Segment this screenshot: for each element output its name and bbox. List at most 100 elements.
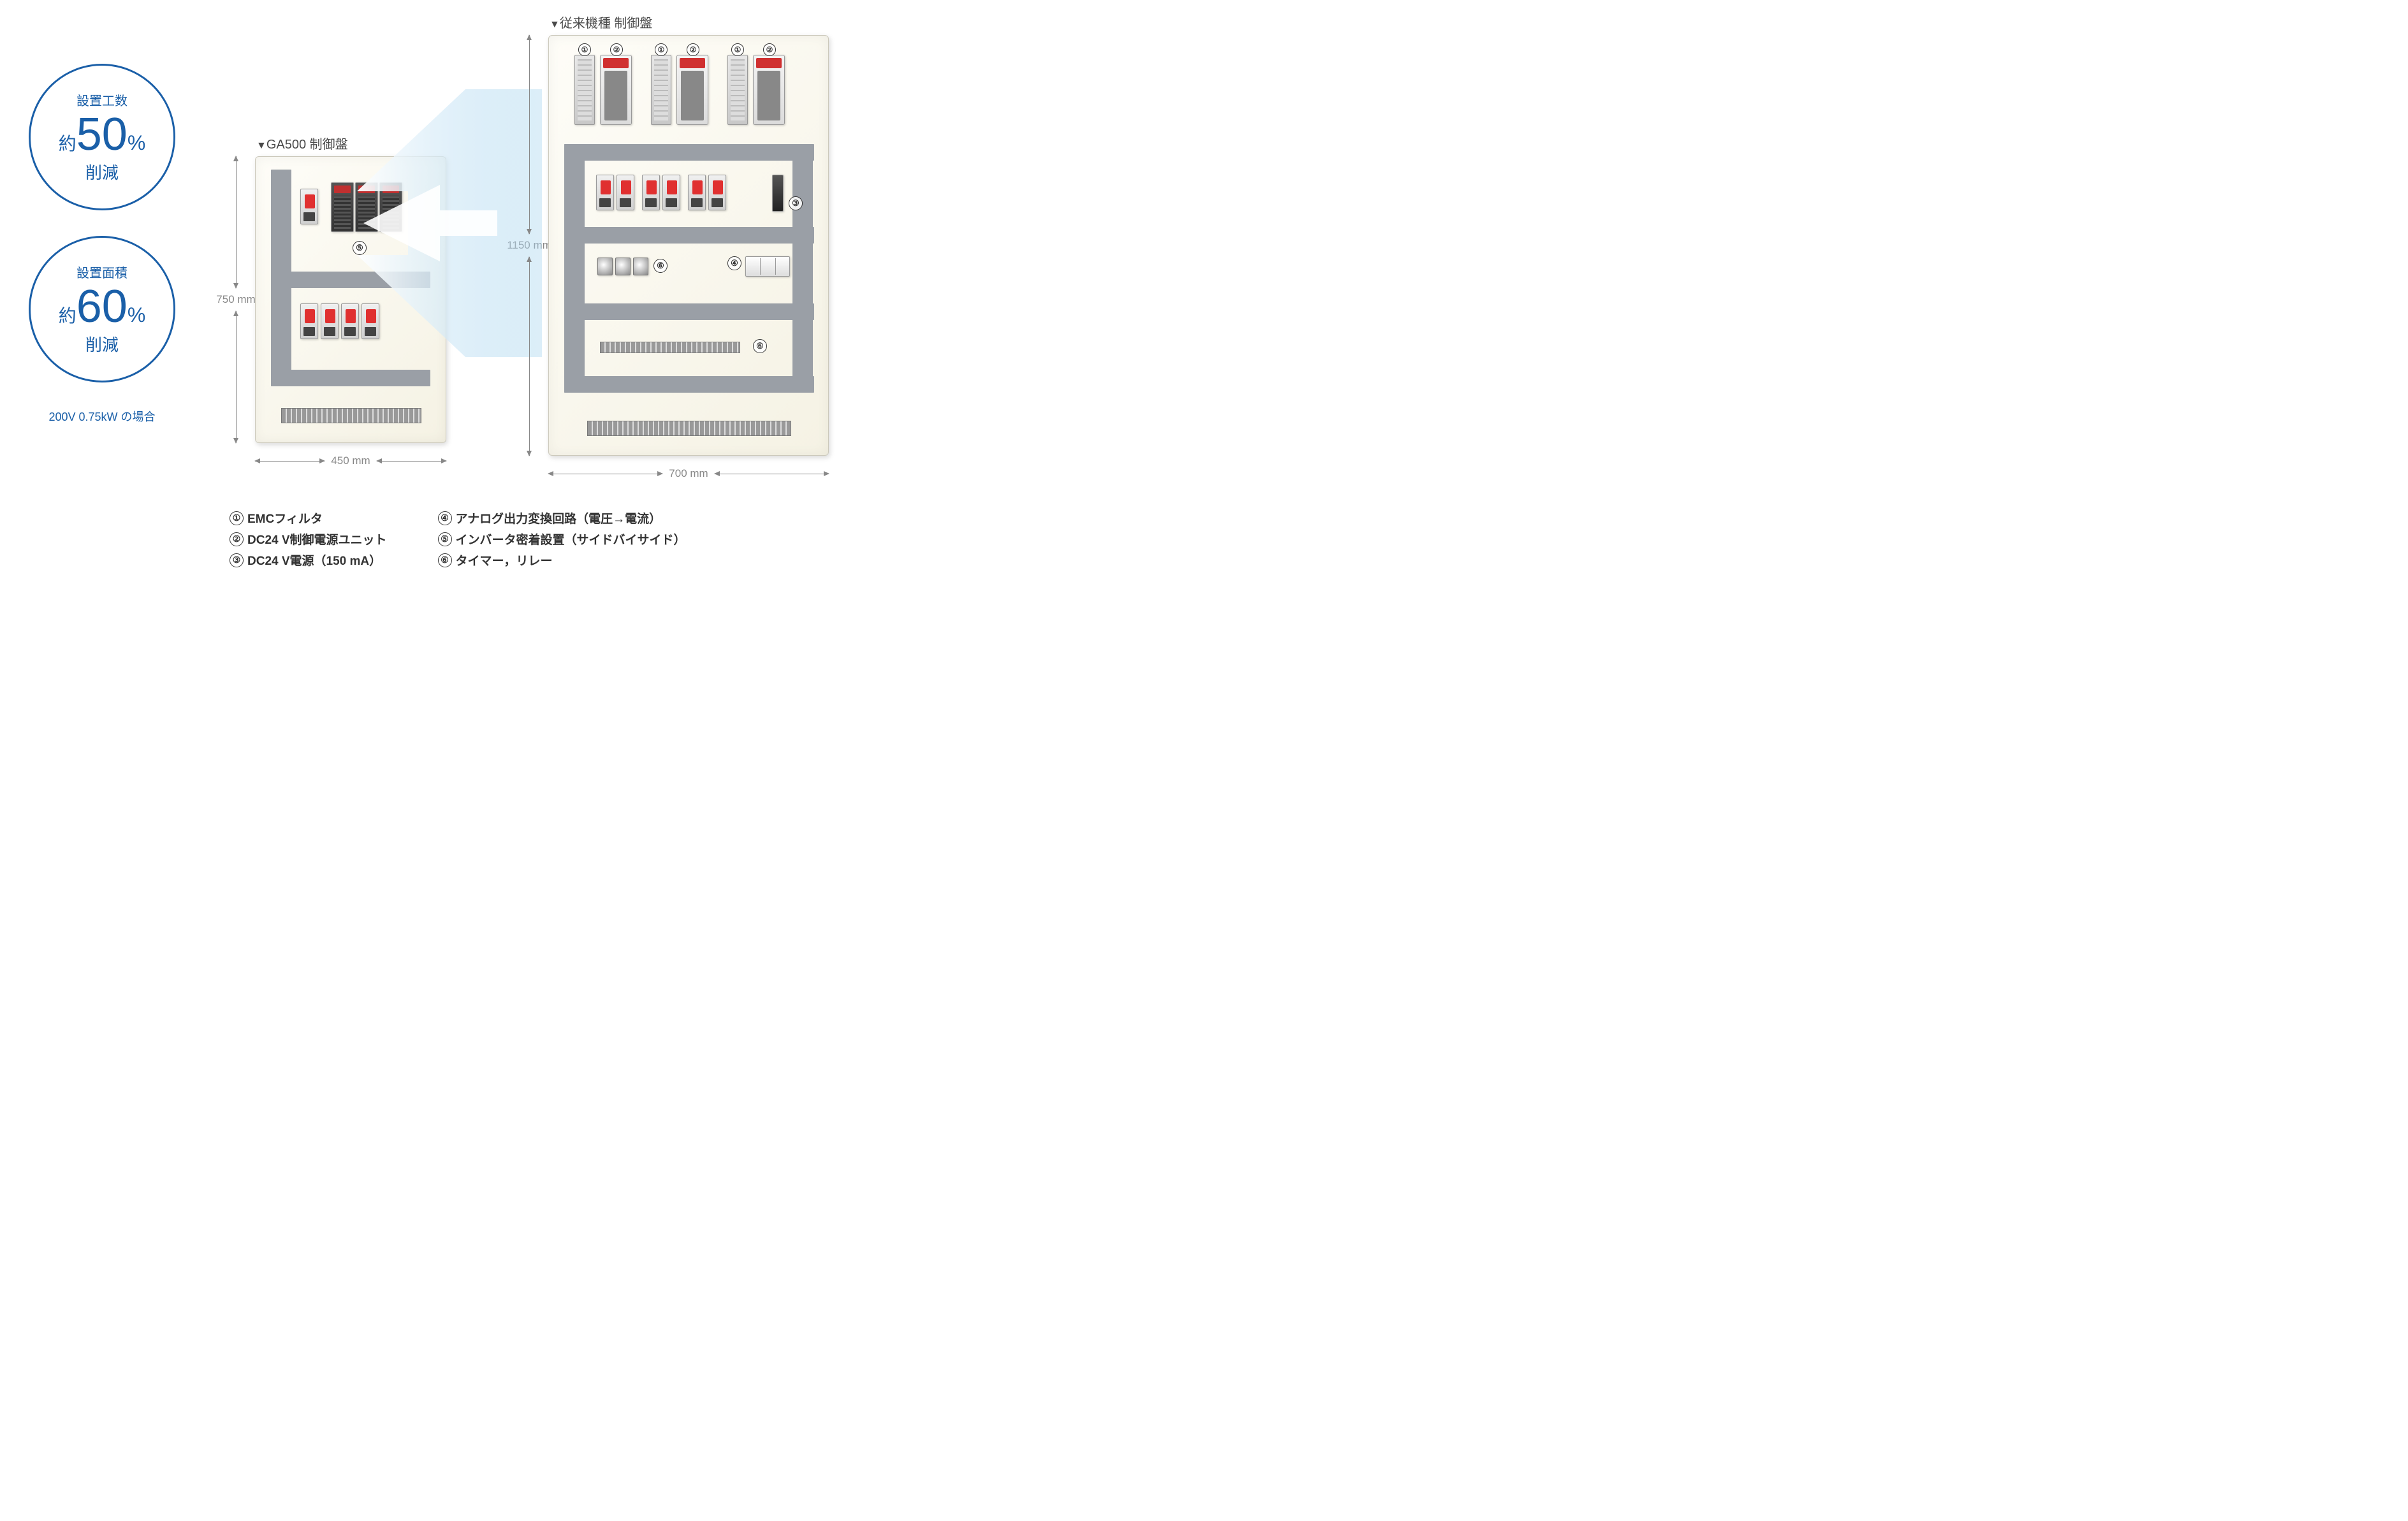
timer-relay	[633, 258, 648, 275]
callout-6b: ⑥	[753, 339, 767, 353]
callout-4: ④	[727, 256, 741, 270]
legend: ①EMCフィルタ ②DC24 V制御電源ユニット ③DC24 V電源（150 m…	[230, 506, 944, 572]
circuit-breaker	[708, 175, 726, 210]
panel-small-dimwrap: 750 mm ⑤	[217, 156, 485, 474]
stat-percent: %	[128, 131, 145, 155]
legend-num: ⑥	[438, 553, 452, 567]
dc24v-power-module	[772, 175, 784, 212]
stat-number: 60	[77, 284, 128, 330]
stats-column: 設置工数 約 50 % 削減 設置面積 約 60 % 削減 200V 0.75k…	[13, 13, 191, 425]
legend-num: ②	[230, 532, 244, 546]
callout-2: ②	[763, 43, 776, 56]
inverter-ga500	[355, 182, 378, 232]
circuit-breaker	[361, 303, 379, 339]
circuit-breaker	[300, 303, 318, 339]
legend-right: ④アナログ出力変換回路（電圧→電流） ⑤インバータ密着設置（サイドバイサイド） …	[438, 506, 686, 572]
emc-filter	[727, 55, 748, 125]
dc24v-unit	[753, 55, 785, 125]
dim-line	[529, 257, 530, 456]
circuit-breaker	[642, 175, 660, 210]
stat-reduction: 削減	[85, 160, 119, 184]
vertical-dimension: 750 mm	[217, 156, 255, 443]
stat-approx: 約	[59, 302, 77, 328]
dc24v-unit	[676, 55, 708, 125]
terminal-block	[281, 408, 421, 423]
legend-left: ①EMCフィルタ ②DC24 V制御電源ユニット ③DC24 V電源（150 m…	[230, 506, 387, 572]
cable-duct	[564, 376, 814, 393]
panel-large-box: ① ② ① ② ① ②	[548, 35, 829, 486]
panel-small-box: ⑤ 450 mm	[255, 156, 446, 474]
legend-item: ⑤インバータ密着設置（サイドバイサイド）	[438, 530, 686, 548]
circuit-breaker	[300, 189, 318, 224]
panel-title-text: GA500 制御盤	[266, 138, 348, 152]
cable-duct	[564, 144, 585, 393]
legend-text: DC24 V電源（150 mA）	[247, 551, 381, 569]
control-panel-ga500: ⑤	[255, 156, 446, 443]
legend-item: ④ アナログ出力変換回路（電圧→電流）	[438, 509, 686, 527]
stat-percent: %	[128, 303, 145, 327]
stat-value-row: 約 60 %	[59, 284, 146, 330]
panel-large-dimwrap: 1150 mm ① ② ① ② ① ②	[510, 35, 867, 486]
triangle-icon: ▼	[550, 19, 560, 30]
circuit-breaker	[321, 303, 339, 339]
legend-item: ⑥ タイマー，リレー	[438, 551, 686, 569]
callout-6a: ⑥	[653, 259, 668, 273]
callout-1: ①	[731, 43, 744, 56]
dim-label-height: 1150 mm	[507, 239, 551, 252]
dim-label-height: 750 mm	[216, 293, 255, 306]
horizontal-dimension: 450 mm	[255, 448, 446, 474]
callout-5: ⑤	[353, 241, 367, 255]
timer-relay	[597, 258, 613, 275]
dim-line	[377, 461, 446, 462]
cable-duct	[564, 303, 814, 320]
stat-reduction: 削減	[85, 332, 119, 356]
legend-num: ③	[230, 553, 244, 567]
stat-approx: 約	[59, 130, 77, 156]
legend-text: アナログ出力変換回路（電圧→電流）	[456, 509, 662, 527]
legend-num: ①	[230, 511, 244, 525]
panel-title-text: 従来機種 制御盤	[560, 17, 653, 31]
cable-duct	[564, 144, 814, 161]
infographic-root: 設置工数 約 50 % 削減 設置面積 約 60 % 削減 200V 0.75k…	[13, 13, 944, 486]
stat-circle-effort: 設置工数 約 50 % 削減	[29, 64, 175, 210]
stat-value-row: 約 50 %	[59, 112, 146, 157]
legend-num: ④	[438, 511, 452, 525]
control-panel-conventional: ① ② ① ② ① ②	[548, 35, 829, 456]
dim-label-width: 450 mm	[331, 455, 370, 467]
legend-num: ⑤	[438, 532, 452, 546]
stat-number: 50	[77, 112, 128, 157]
panel-large-title: ▼従来機種 制御盤	[550, 13, 867, 31]
cable-duct	[271, 272, 430, 288]
analog-converter	[745, 256, 790, 277]
panel-small-title: ▼GA500 制御盤	[256, 134, 485, 152]
callout-2: ②	[687, 43, 699, 56]
callout-3: ③	[789, 196, 803, 210]
circuit-breaker	[688, 175, 706, 210]
inverter-ga500	[331, 182, 354, 232]
dim-label-width: 700 mm	[669, 467, 708, 480]
circuit-breaker	[662, 175, 680, 210]
emc-filter	[574, 55, 595, 125]
callout-1: ①	[578, 43, 591, 56]
callout-2: ②	[610, 43, 623, 56]
circuit-breaker	[596, 175, 614, 210]
emc-filter	[651, 55, 671, 125]
horizontal-dimension: 700 mm	[548, 461, 829, 486]
legend-item: ①EMCフィルタ	[230, 509, 387, 527]
terminal-block	[587, 421, 791, 436]
circuit-breaker	[341, 303, 359, 339]
legend-text: EMCフィルタ	[247, 509, 323, 527]
cable-duct	[564, 227, 814, 244]
inverter-ga500	[379, 182, 402, 232]
dim-line	[529, 35, 530, 234]
cable-duct	[792, 144, 813, 393]
dc24v-unit	[600, 55, 632, 125]
panel-small-column: ▼GA500 制御盤 750 mm	[217, 13, 485, 474]
callout-1: ①	[655, 43, 668, 56]
panel-large-column: ▼従来機種 制御盤 1150 mm ① ② ① ②	[510, 13, 867, 486]
triangle-icon: ▼	[256, 140, 266, 151]
cable-duct	[271, 370, 430, 386]
dim-line	[236, 156, 237, 288]
legend-text: タイマー，リレー	[456, 551, 553, 569]
circuit-breaker	[617, 175, 634, 210]
